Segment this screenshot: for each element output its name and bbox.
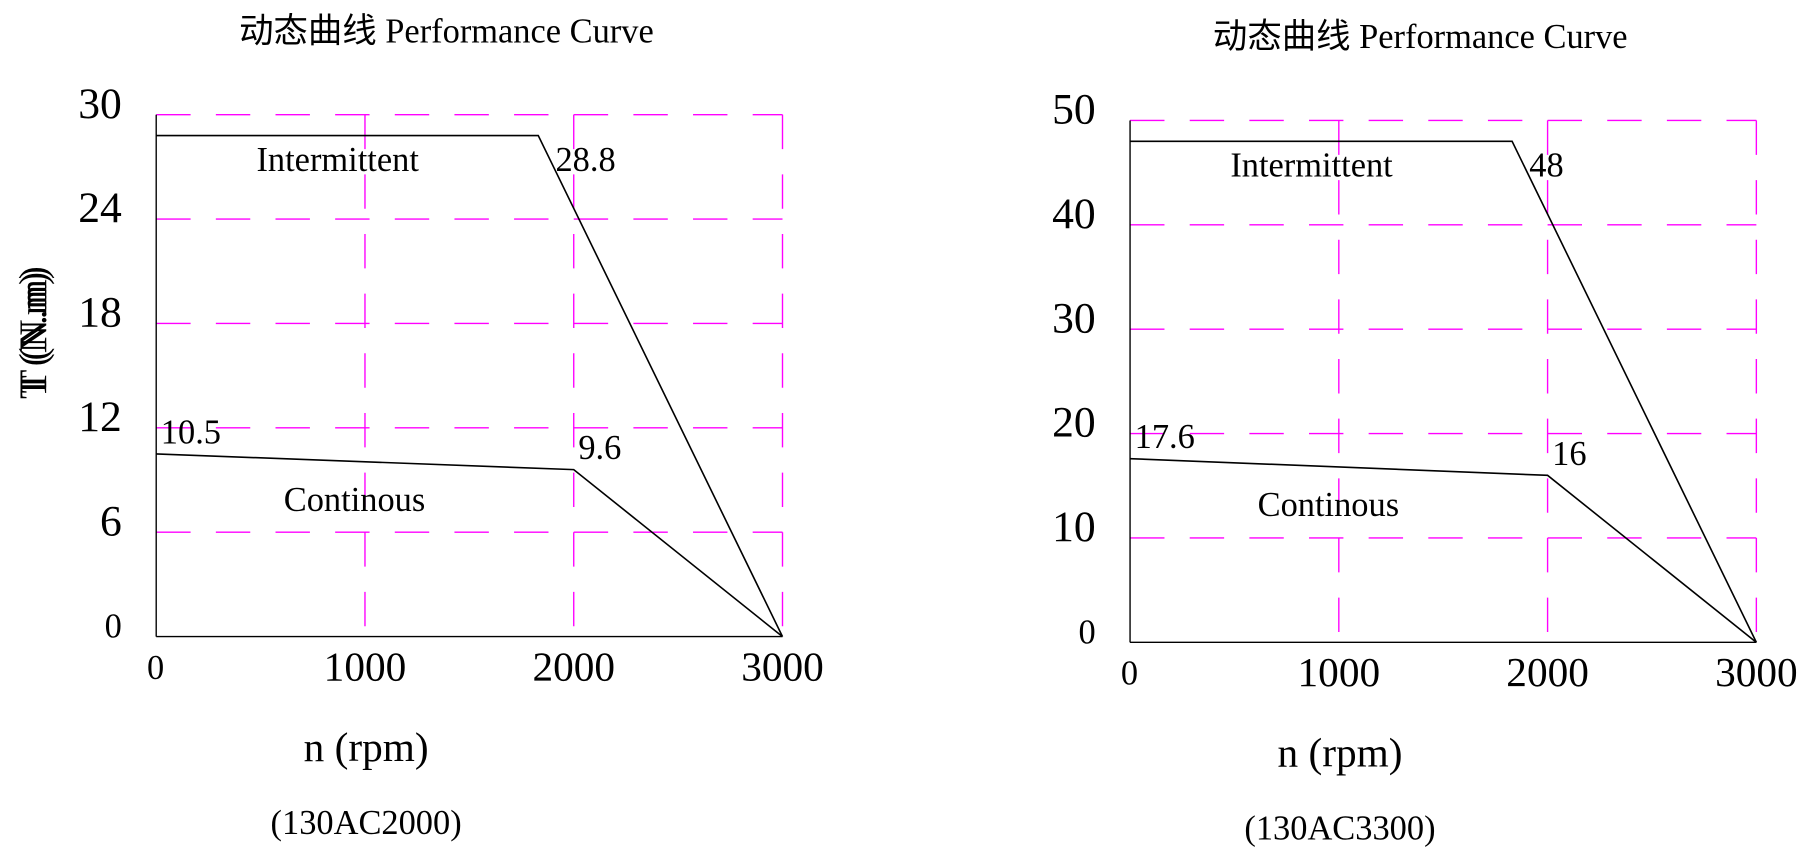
x-tick-label: 1000 — [324, 643, 407, 689]
y-tick-label: 0 — [105, 608, 122, 646]
series-line — [1130, 140, 1758, 643]
series-line — [1130, 457, 1757, 643]
x-tick-label: 3000 — [741, 643, 824, 689]
value-label: 9.6 — [578, 429, 621, 467]
value-label: 48 — [1529, 147, 1563, 185]
y-tick-label: 24 — [78, 184, 122, 232]
y-tick-label: 30 — [1052, 294, 1096, 342]
value-label: 17.6 — [1135, 418, 1195, 456]
chart-title: 动态曲线 Performance Curve — [239, 12, 654, 50]
y-tick-label: 18 — [78, 289, 122, 337]
subtitle: (130AC2000) — [271, 804, 462, 842]
y-tick-label: 6 — [100, 497, 122, 545]
x-axis-label: n (rpm) — [304, 724, 429, 771]
subtitle: (130AC3300) — [1244, 810, 1435, 848]
y-tick-label: 20 — [1052, 399, 1096, 447]
y-tick-label: 40 — [1052, 190, 1096, 238]
series-label: Continous — [284, 481, 425, 519]
y-tick-label: 0 — [1078, 613, 1095, 651]
x-tick-label: 0 — [1121, 655, 1138, 693]
x-tick-label: 2000 — [1506, 649, 1589, 695]
x-tick-label: 0 — [147, 649, 164, 687]
series-line — [156, 134, 784, 637]
series-label: Intermittent — [1230, 147, 1393, 185]
value-label: 28.8 — [555, 141, 615, 179]
x-tick-label: 1000 — [1298, 649, 1381, 695]
x-axis-label: n (rpm) — [1277, 730, 1402, 777]
series-line — [156, 453, 784, 638]
chart-title: 动态曲线 Performance Curve — [1213, 18, 1628, 56]
value-label: 16 — [1552, 435, 1586, 473]
y-tick-label: 12 — [78, 393, 122, 441]
series-label: Intermittent — [256, 141, 419, 179]
y-tick-label: 10 — [1052, 503, 1096, 551]
y-axis-label: T (N.m) — [12, 272, 55, 399]
series-label: Continous — [1258, 486, 1399, 524]
y-axis-label: T (N.m) — [12, 266, 55, 393]
x-tick-label: 2000 — [532, 643, 615, 689]
y-tick-label: 30 — [78, 80, 122, 128]
value-label: 10.5 — [161, 413, 221, 451]
y-tick-label: 50 — [1052, 86, 1096, 134]
x-tick-label: 3000 — [1715, 649, 1798, 695]
